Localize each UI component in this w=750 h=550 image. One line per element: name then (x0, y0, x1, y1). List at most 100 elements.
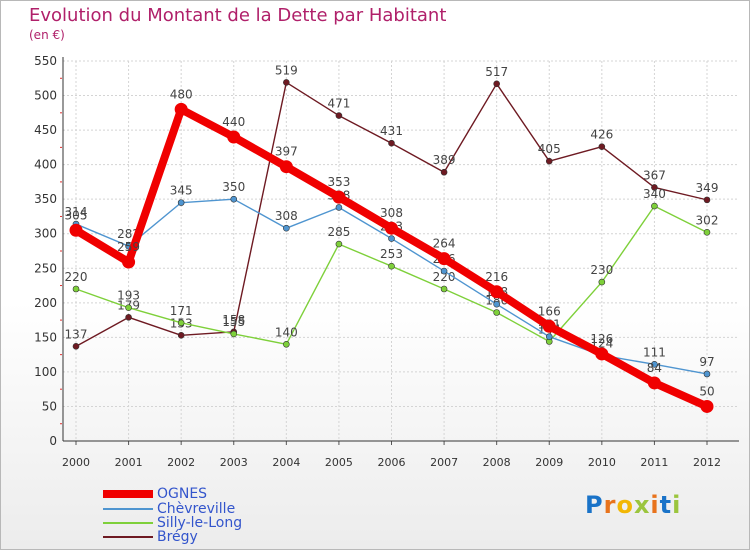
data-label-silly-le-long: 155 (222, 315, 245, 329)
data-label-ognes: 353 (327, 175, 350, 189)
data-point-silly-le-long (125, 304, 132, 311)
data-point-ognes (174, 102, 188, 116)
data-label-silly-le-long: 220 (65, 270, 88, 284)
legend-swatch-silly (103, 522, 153, 524)
legend-item-bregy: Brégy (103, 530, 198, 544)
data-label-br-gy: 349 (696, 181, 719, 195)
data-point-ognes (542, 319, 556, 333)
x-tick-label: 2011 (640, 456, 668, 469)
data-point-br-gy (335, 112, 343, 119)
data-label-silly-le-long: 285 (327, 225, 350, 239)
data-label-ognes: 397 (275, 145, 298, 159)
data-label-silly-le-long: 230 (590, 263, 613, 277)
data-label-br-gy: 471 (327, 97, 350, 111)
data-point-ch-vreville (177, 199, 185, 206)
y-tick-label: 300 (34, 227, 57, 241)
data-point-br-gy (703, 196, 711, 204)
data-point-silly-le-long (72, 285, 80, 293)
data-point-br-gy (125, 314, 132, 321)
data-point-ch-vreville (335, 204, 343, 211)
y-tick-label: 200 (34, 296, 57, 310)
data-label-br-gy: 517 (485, 65, 508, 79)
data-label-ognes: 166 (538, 304, 561, 318)
data-label-silly-le-long: 220 (433, 270, 456, 284)
data-point-silly-le-long (283, 340, 290, 348)
legend-swatch-bregy (103, 536, 153, 538)
legend-item-silly: Silly-le-Long (103, 516, 242, 530)
data-point-ch-vreville (493, 300, 500, 308)
x-tick-label: 2002 (167, 456, 195, 469)
data-point-ognes (227, 130, 241, 144)
data-label-ognes: 480 (170, 87, 193, 101)
y-tick-label: 450 (34, 123, 57, 137)
data-point-br-gy (72, 343, 80, 350)
data-label-br-gy: 426 (590, 128, 613, 142)
legend-label-bregy: Brégy (157, 529, 198, 545)
data-point-silly-le-long (440, 285, 448, 293)
data-label-ognes: 305 (65, 208, 88, 222)
legend-item-chevreville: Chèvreville (103, 502, 235, 516)
x-tick-label: 2003 (220, 456, 248, 469)
data-label-br-gy: 367 (643, 168, 666, 182)
data-label-ognes: 216 (485, 270, 508, 284)
logo-letter: r (603, 491, 617, 519)
y-tick-label: 150 (34, 330, 57, 344)
data-point-ch-vreville (230, 195, 238, 203)
data-label-silly-le-long: 340 (643, 187, 666, 201)
data-label-ognes: 440 (222, 115, 245, 129)
logo-letter: t (659, 491, 673, 519)
data-label-ognes: 259 (117, 240, 140, 254)
data-point-silly-le-long (335, 240, 343, 248)
data-label-ognes: 308 (380, 206, 403, 220)
proxiti-logo: Proxiti (585, 491, 681, 519)
chart-subtitle: (en €) (29, 28, 65, 42)
data-point-br-gy (651, 184, 658, 191)
x-tick-label: 2004 (272, 456, 300, 469)
data-point-ognes (490, 285, 504, 299)
x-tick-label: 2001 (115, 456, 143, 469)
y-tick-label: 400 (34, 158, 57, 172)
data-label-ch-vreville: 350 (222, 180, 245, 194)
data-label-silly-le-long: 302 (696, 213, 719, 227)
logo-letter: i (672, 491, 682, 519)
data-label-ognes: 84 (647, 361, 662, 375)
x-tick-label: 2012 (693, 456, 721, 469)
data-point-br-gy (545, 157, 553, 165)
y-tick-label: 100 (34, 365, 57, 379)
data-label-silly-le-long: 140 (275, 325, 298, 339)
data-point-ognes (332, 190, 346, 204)
data-label-ch-vreville: 111 (643, 345, 666, 359)
logo-letter: x (633, 491, 651, 519)
logo-letter: i (650, 491, 660, 519)
data-label-br-gy: 137 (65, 327, 88, 341)
x-tick-label: 2007 (430, 456, 458, 469)
data-point-ch-vreville (545, 333, 553, 340)
y-tick-label: 250 (34, 261, 57, 275)
data-point-ognes (385, 221, 398, 235)
data-label-br-gy: 519 (275, 63, 298, 77)
y-tick-label: 0 (49, 434, 57, 448)
data-point-ognes (595, 347, 609, 361)
x-tick-label: 2000 (62, 456, 90, 469)
data-label-br-gy: 431 (380, 124, 403, 138)
data-point-br-gy (598, 143, 606, 150)
data-label-ognes: 126 (590, 332, 613, 346)
data-label-br-gy: 158 (222, 313, 245, 327)
data-label-ch-vreville: 308 (275, 209, 298, 223)
data-label-br-gy: 405 (538, 142, 561, 156)
data-label-ch-vreville: 345 (170, 184, 193, 198)
x-tick-label: 2009 (535, 456, 563, 469)
data-label-silly-le-long: 171 (170, 304, 193, 318)
data-label-br-gy: 389 (433, 153, 456, 167)
data-label-silly-le-long: 193 (117, 289, 140, 303)
data-point-silly-le-long (651, 202, 658, 210)
legend-swatch-chevreville (103, 508, 153, 510)
data-point-ch-vreville (388, 235, 395, 242)
data-point-silly-le-long (493, 309, 500, 316)
data-point-br-gy (177, 331, 185, 339)
logo-letter: P (585, 491, 604, 519)
data-point-silly-le-long (703, 229, 711, 236)
logo-letter: o (616, 491, 634, 519)
data-point-ch-vreville (651, 361, 658, 368)
